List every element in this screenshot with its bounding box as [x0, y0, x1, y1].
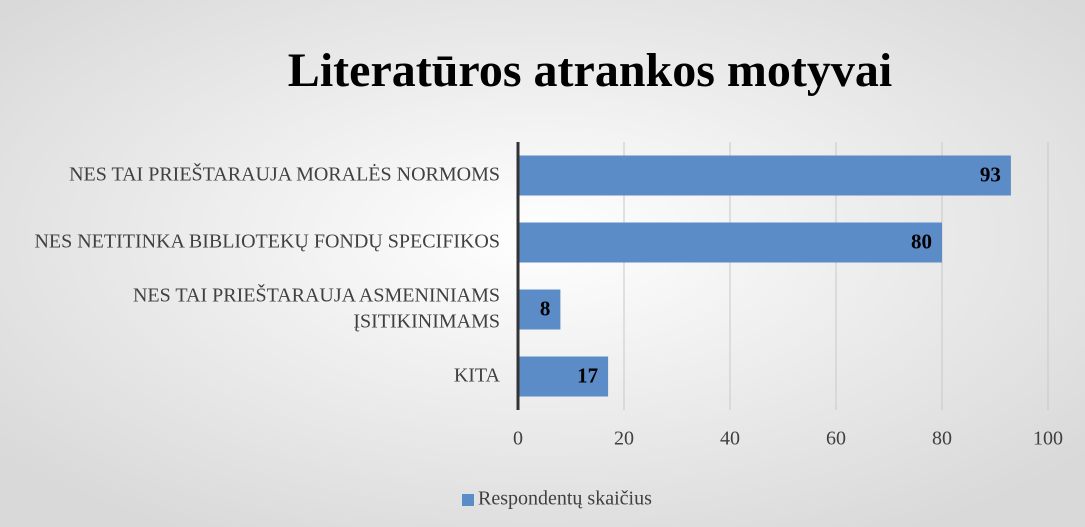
x-tick-label: 100 [1033, 428, 1063, 450]
label-line: KITA [454, 364, 501, 386]
bar [518, 222, 942, 263]
data-label: 80 [911, 229, 932, 253]
y-tick-label: NES NETITINKA BIBLIOTEKŲ FONDŲ SPECIFIKO… [34, 230, 500, 252]
y-tick-label: NES TAI PRIEŠTARAUJA MORALĖS NORMOMS [69, 161, 500, 185]
y-tick-label: NES TAI PRIEŠTARAUJA ASMENINIAMS ĮSITIKIN… [133, 282, 500, 332]
chart-title: Literatūros atrankos motyvai [288, 44, 892, 97]
label-line: NES NETITINKA BIBLIOTEKŲ FONDŲ SPECIFIKO… [34, 230, 500, 252]
data-label: 17 [577, 363, 598, 387]
y-tick-label: KITA [454, 364, 501, 386]
x-tick-label: 20 [614, 428, 634, 450]
bar [518, 155, 1011, 196]
bar [518, 289, 561, 330]
legend-swatch [462, 494, 474, 506]
data-label: 8 [540, 296, 551, 320]
label-line: ĮSITIKINIMAMS [353, 310, 500, 332]
data-label: 93 [980, 162, 1001, 186]
x-tick-label: 60 [826, 428, 846, 450]
x-tick-label: 0 [513, 428, 523, 450]
label-line: NES TAI PRIEŠTARAUJA ASMENINIAMS [133, 282, 500, 306]
legend-label: Respondentų skaičius [478, 488, 652, 510]
x-tick-label: 40 [720, 428, 740, 450]
label-line: NES TAI PRIEŠTARAUJA MORALĖS NORMOMS [69, 161, 500, 185]
bar [518, 356, 609, 397]
x-tick-label: 80 [932, 428, 952, 450]
